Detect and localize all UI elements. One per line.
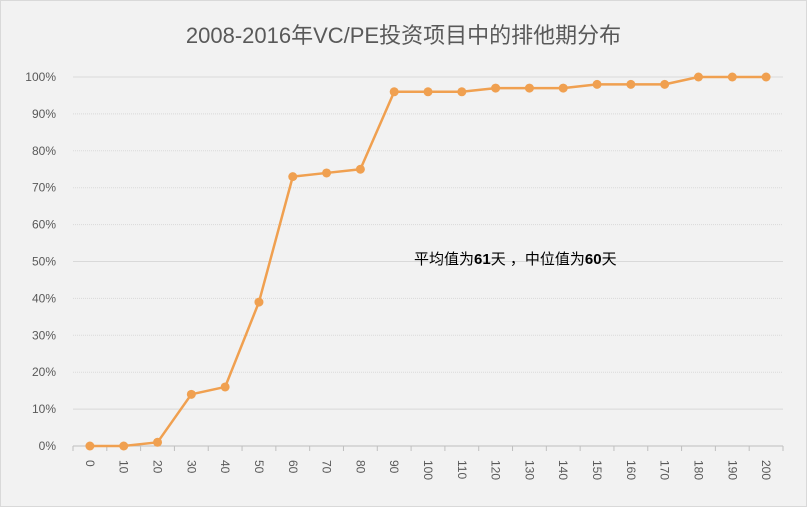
data-point-marker: [727, 72, 737, 82]
x-tick-label: 120: [489, 460, 503, 480]
annotation-separator: ，中位值为: [505, 251, 585, 268]
data-point-marker: [626, 79, 636, 89]
x-tick-label: 150: [590, 460, 604, 480]
x-tick-label: 110: [455, 460, 469, 479]
data-point-marker: [491, 83, 501, 93]
data-point-marker: [85, 441, 95, 451]
data-point-marker: [457, 87, 467, 97]
chart-annotation: 平均值为61天 ，中位值为60天: [414, 248, 617, 269]
x-tick-label: 50: [252, 460, 266, 474]
y-tick-label: 20%: [32, 365, 56, 379]
data-point-marker: [119, 441, 129, 451]
x-tick-label: 130: [522, 460, 536, 480]
annotation-unit: 天: [490, 251, 506, 268]
data-point-marker: [186, 389, 196, 399]
x-tick-label: 180: [691, 460, 705, 480]
mean-value: 61: [474, 251, 491, 268]
y-tick-label: 70%: [32, 181, 56, 195]
x-tick-label: 20: [151, 460, 165, 474]
x-tick-label: 90: [387, 460, 401, 474]
y-tick-label: 0%: [39, 439, 57, 453]
data-point-marker: [761, 72, 771, 82]
chart-title: 2008-2016年VC/PE投资项目中的排他期分布: [185, 23, 622, 48]
y-tick-label: 90%: [32, 107, 56, 121]
x-tick-label: 30: [184, 460, 198, 474]
x-tick-label: 190: [725, 460, 739, 480]
data-point-marker: [288, 172, 298, 182]
y-tick-label: 10%: [32, 402, 56, 416]
data-point-marker: [254, 297, 264, 307]
y-tick-label: 30%: [32, 328, 56, 342]
data-point-marker: [355, 164, 365, 174]
y-tick-label: 60%: [32, 218, 56, 232]
y-tick-label: 80%: [32, 144, 56, 158]
x-tick-label: 160: [624, 460, 638, 480]
data-point-marker: [220, 382, 230, 392]
x-tick-label: 140: [556, 460, 570, 480]
data-point-marker: [153, 437, 163, 447]
x-tick-label: 100: [421, 460, 435, 480]
y-tick-label: 100%: [25, 70, 56, 84]
x-tick-label: 170: [658, 460, 672, 480]
x-tick-label: 10: [117, 460, 131, 474]
y-tick-label: 40%: [32, 291, 56, 305]
data-point-marker: [592, 79, 602, 89]
data-point-marker: [524, 83, 534, 93]
data-point-marker: [423, 87, 433, 97]
x-tick-label: 80: [353, 460, 367, 474]
x-tick-label: 0: [83, 460, 97, 467]
x-tick-label: 70: [320, 460, 334, 474]
annotation-unit: 天: [601, 251, 617, 268]
data-point-marker: [322, 168, 332, 178]
data-point-marker: [389, 87, 399, 97]
data-point-marker: [693, 72, 703, 82]
data-point-marker: [660, 79, 670, 89]
median-value: 60: [584, 251, 602, 268]
x-tick-label: 60: [286, 460, 300, 474]
data-point-marker: [558, 83, 568, 93]
annotation-text: 平均值为: [414, 251, 475, 268]
x-tick-label: 40: [218, 460, 232, 474]
y-tick-label: 50%: [32, 255, 56, 269]
x-tick-label: 200: [759, 460, 773, 480]
